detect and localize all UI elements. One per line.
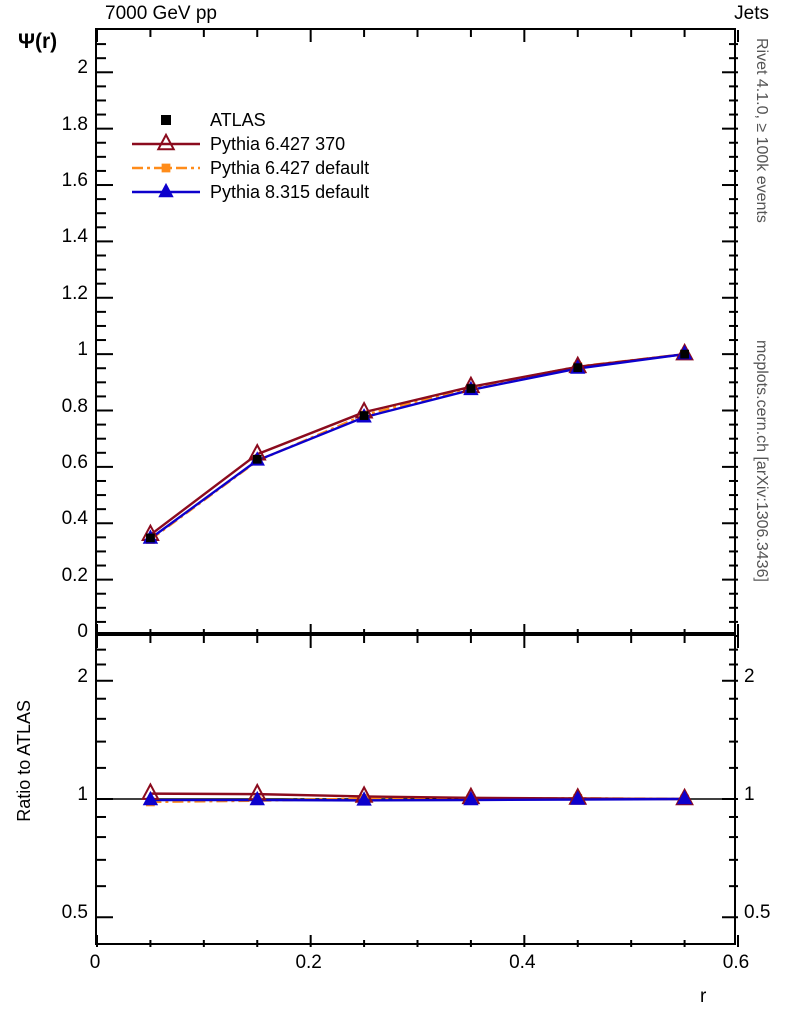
legend-label-3: Pythia 8.315 default [210,181,370,202]
x-tick-0: 0 [89,952,101,973]
legend-item-0[interactable]: ATLAS [130,108,369,132]
legend-item-3[interactable]: Pythia 8.315 default [130,180,369,204]
x-axis-label: r [700,986,707,1007]
main-y-tick-0.6: 0.6 [61,451,88,473]
legend-label-1: Pythia 6.427 370 [210,133,346,154]
main-y-tick-0.8: 0.8 [61,395,88,417]
rivet-version-label: Rivet 4.1.0, ≥ 100k events [753,38,770,223]
x-tick-0.2: 0.2 [295,952,322,973]
mcplots-reference-label: mcplots.cern.ch [arXiv:1306.3436] [753,340,770,582]
ratio-y-tick-right-1: 1 [744,784,755,805]
ratio-y-tick-left-1: 1 [77,784,88,805]
main-y-tick-2: 2 [77,57,88,79]
x-tick-0.6: 0.6 [722,952,750,973]
legend-key-2 [130,157,202,179]
x-tick-0.4: 0.4 [509,952,536,973]
legend-item-1[interactable]: Pythia 6.427 370 [130,132,369,156]
main-y-tick-1.4: 1.4 [61,226,88,248]
main-plot-canvas [96,30,739,637]
main-y-tick-1.6: 1.6 [61,170,88,192]
legend-label-0: ATLAS [210,109,266,130]
main-y-tick-1.8: 1.8 [61,113,88,135]
main-y-tick-0: 0 [77,621,88,642]
legend-item-2[interactable]: Pythia 6.427 default [130,156,369,180]
ratio-y-tick-left-2: 2 [77,665,88,687]
ratio-plot-canvas [96,636,739,947]
legend-key-1 [130,132,202,155]
main-y-axis-label: Ψ(r) [18,30,58,53]
legend: ATLAS Pythia 6.427 370 Pythia 6.427 defaul… [130,108,369,204]
legend-label-2: Pythia 6.427 default [210,157,370,178]
legend-key-0 [130,109,202,131]
main-y-tick-1: 1 [77,339,88,361]
ratio-plot-panel [95,634,739,947]
main-y-tick-0.2: 0.2 [61,564,88,586]
ratio-y-tick-left-0.5: 0.5 [61,902,88,924]
header-right-label: Jets [734,3,769,24]
legend-key-3 [130,181,202,203]
header-left-label: 7000 GeV pp [105,3,217,24]
main-plot-panel [95,28,739,637]
ratio-y-tick-right-2: 2 [744,665,755,687]
ratio-y-tick-right-0.5: 0.5 [744,902,771,924]
main-y-tick-1.2: 1.2 [61,282,88,304]
main-y-tick-0.4: 0.4 [61,508,88,530]
